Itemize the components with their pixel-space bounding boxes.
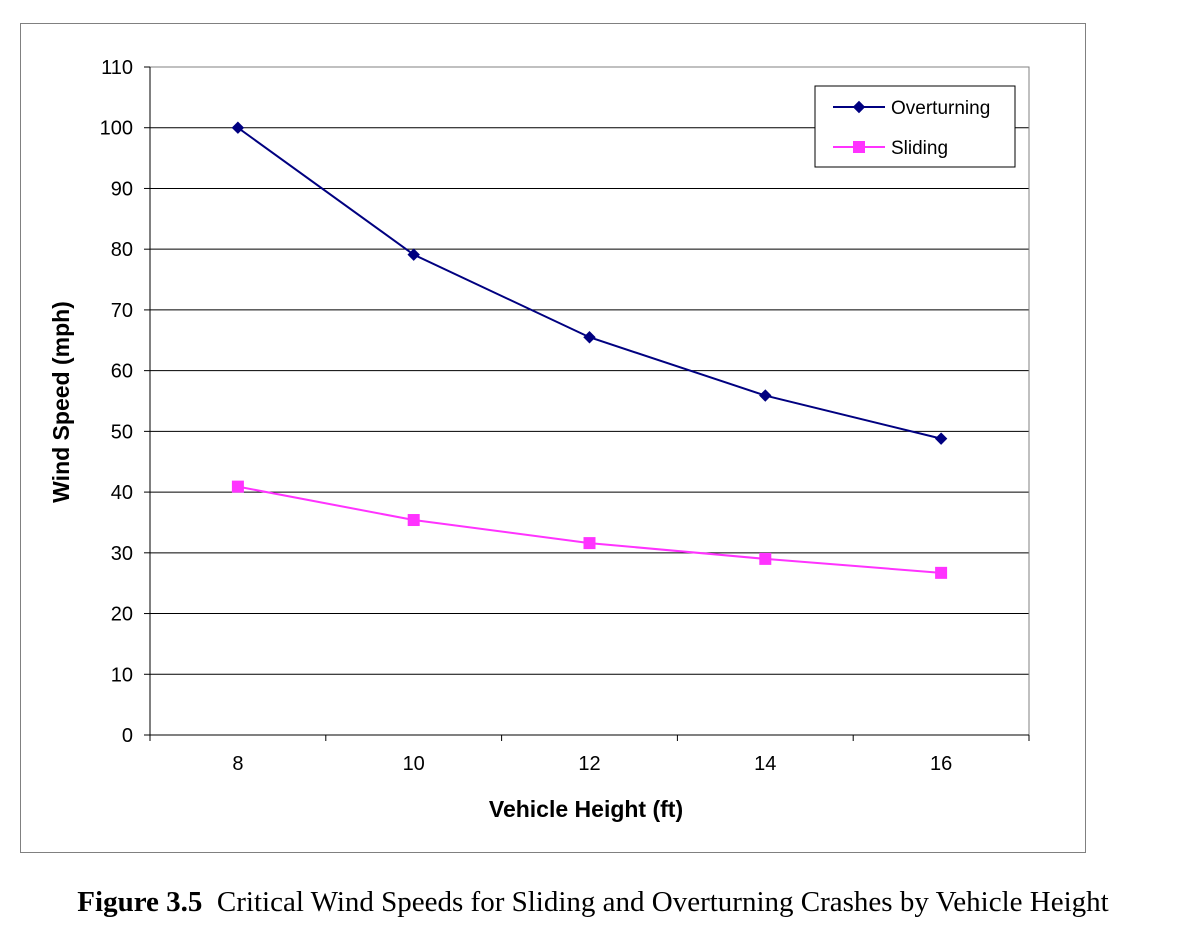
legend-label: Sliding	[891, 138, 948, 159]
x-tick-label: 8	[232, 753, 243, 775]
legend-entry-sliding: Sliding	[833, 138, 948, 159]
x-tick-label: 12	[578, 753, 600, 775]
chart-frame	[20, 23, 1086, 853]
legend: Overturning Sliding	[814, 85, 1016, 168]
legend-label: Overturning	[891, 98, 990, 119]
overturning-point	[759, 389, 772, 402]
series-sliding	[231, 480, 948, 579]
overturning-point	[407, 248, 420, 261]
y-tick-label: 40	[111, 482, 133, 504]
sliding-point	[407, 514, 420, 527]
legend-swatch-marker	[853, 141, 865, 153]
x-axis-label: Vehicle Height (ft)	[489, 796, 683, 822]
x-tick-label: 16	[930, 753, 952, 775]
y-tick-label: 0	[122, 725, 133, 747]
y-tick-label: 90	[111, 178, 133, 200]
chart: 0 10 20 30 40 50 60 70 80 90 100 110 8 10 12 14 16 Overt…	[48, 57, 1030, 822]
x-tick-label: 10	[403, 753, 425, 775]
figure-caption: Figure 3.5 Critical Wind Speeds for Slid…	[0, 886, 1186, 919]
y-tick-label: 60	[111, 361, 133, 383]
y-tick-label: 20	[111, 604, 133, 626]
series	[231, 121, 948, 579]
y-tick-label: 30	[111, 543, 133, 565]
series-overturning	[231, 121, 948, 445]
overturning-point	[231, 121, 245, 134]
figure-number: Figure 3.5	[77, 886, 203, 918]
legend-entry-overturning: Overturning	[833, 98, 990, 119]
x-tick-label: 14	[754, 753, 776, 775]
figure-caption-text: Critical Wind Speeds for Sliding and Ove…	[216, 886, 1109, 918]
sliding-line	[237, 485, 942, 574]
sliding-point	[231, 480, 244, 493]
y-tick-label: 70	[111, 300, 133, 322]
y-axis-label: Wind Speed (mph)	[48, 301, 74, 503]
y-tick-label: 50	[111, 421, 133, 443]
sliding-point	[583, 537, 596, 550]
sliding-point	[759, 552, 772, 565]
y-tick-label: 10	[111, 664, 133, 686]
y-tick-label: 80	[111, 239, 133, 261]
legend-box	[814, 85, 1016, 168]
overturning-line	[237, 126, 942, 440]
overturning-point	[583, 331, 596, 344]
sliding-point	[935, 566, 948, 579]
y-tick-label: 100	[100, 118, 133, 140]
axes: 0 10 20 30 40 50 60 70 80 90 100 110 8 10 12 14 16	[100, 57, 1030, 775]
legend-swatch-marker	[852, 100, 866, 114]
overturning-point	[934, 432, 948, 445]
y-tick-label: 110	[101, 57, 133, 79]
